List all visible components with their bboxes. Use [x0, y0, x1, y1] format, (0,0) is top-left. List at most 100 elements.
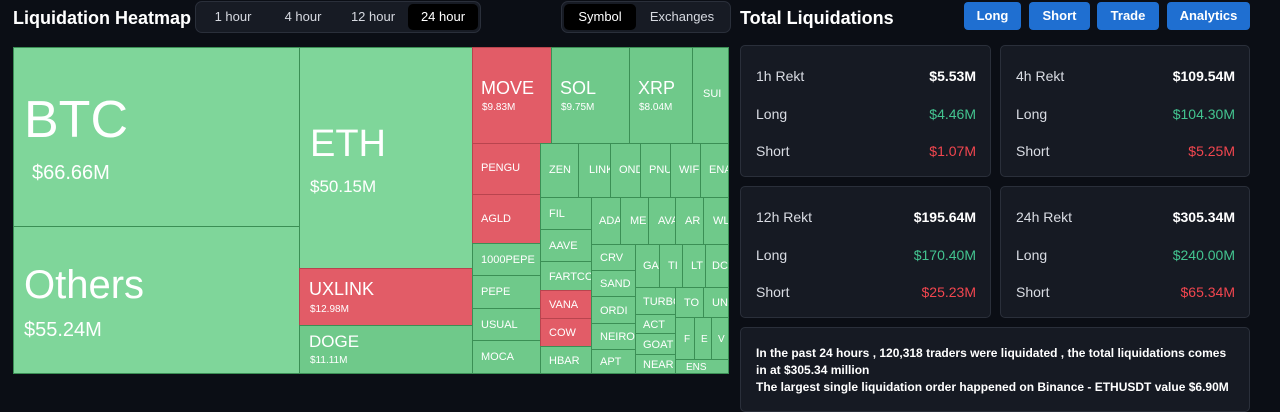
- short-label: Short: [756, 284, 790, 300]
- tile-symbol: AAVE: [549, 240, 578, 252]
- tile-symbol: NEAR: [643, 359, 674, 371]
- card-total-value: $305.34M: [1172, 209, 1235, 225]
- tab-12-hour[interactable]: 12 hour: [350, 9, 396, 24]
- tile-ordi[interactable]: ORDI: [591, 296, 636, 324]
- tile-symbol: PENGU: [481, 162, 521, 174]
- tile-symbol: ACT: [643, 319, 665, 331]
- card-short-row: Short $65.34M: [1016, 284, 1235, 300]
- short-button[interactable]: Short: [1029, 2, 1090, 30]
- tile-ava[interactable]: AVA: [648, 197, 676, 245]
- tile-link[interactable]: LINK: [578, 143, 611, 198]
- tile-ena[interactable]: ENA: [700, 143, 729, 198]
- tile-to[interactable]: TO: [675, 287, 704, 318]
- tile-1000pepe[interactable]: 1000PEPE: [472, 243, 541, 276]
- tile-crv[interactable]: CRV: [591, 244, 636, 271]
- tile-lt[interactable]: LT: [682, 244, 706, 288]
- tile-symbol: V: [718, 334, 725, 345]
- tile-turbo[interactable]: TURBO: [635, 287, 676, 315]
- tile-symbol: GOAT: [643, 339, 674, 351]
- tile-value: $55.24M: [24, 319, 102, 341]
- tile-symbol: E: [701, 334, 708, 345]
- tile-pnu[interactable]: PNU: [640, 143, 671, 198]
- tile-ar[interactable]: AR: [675, 197, 704, 245]
- tile-wif[interactable]: WIF: [670, 143, 701, 198]
- tab-exchanges[interactable]: Exchanges: [649, 9, 715, 24]
- card-total-row: 24h Rekt $305.34M: [1016, 209, 1235, 225]
- tile-apt[interactable]: APT: [591, 349, 636, 374]
- liquidation-heatmap: BTC $66.66M Others $55.24M ETH $50.15M U…: [13, 47, 729, 374]
- tile-agld[interactable]: AGLD: [472, 194, 541, 244]
- card-24h-rekt: 24h Rekt $305.34M Long $240.00M Short $6…: [1000, 186, 1250, 318]
- tile-symbol: BTC: [24, 91, 128, 149]
- summary-line-1: In the past 24 hours , 120,318 traders w…: [756, 346, 1227, 377]
- tile-eth[interactable]: ETH $50.15M: [299, 47, 473, 269]
- tile-near[interactable]: NEAR: [635, 354, 676, 374]
- tile-v[interactable]: V: [711, 317, 729, 360]
- tile-value: $8.04M: [639, 102, 673, 113]
- tile-e[interactable]: E: [694, 317, 712, 360]
- tile-symbol: F: [684, 334, 691, 345]
- tile-pengu[interactable]: PENGU: [472, 143, 541, 195]
- tile-uxlink[interactable]: UXLINK $12.98M: [299, 268, 473, 326]
- tile-neiro[interactable]: NEIRO: [591, 323, 636, 350]
- card-short-row: Short $1.07M: [756, 143, 976, 159]
- tile-symbol: PNU: [649, 164, 671, 176]
- tile-symbol: CRV: [600, 252, 624, 264]
- tile-sand[interactable]: SAND: [591, 270, 636, 297]
- tile-ti[interactable]: TI: [659, 244, 683, 288]
- tile-usual[interactable]: USUAL: [472, 308, 541, 341]
- long-label: Long: [756, 247, 788, 263]
- tile-wl[interactable]: WL: [703, 197, 729, 245]
- tile-f[interactable]: F: [675, 317, 695, 360]
- tile-doge[interactable]: DOGE $11.11M: [299, 325, 473, 374]
- tile-ond[interactable]: OND: [610, 143, 641, 198]
- tab-4-hour[interactable]: 4 hour: [284, 9, 322, 24]
- tile-fartco[interactable]: FARTCO: [540, 261, 592, 291]
- tile-ens[interactable]: ENS: [675, 359, 729, 374]
- trade-button[interactable]: Trade: [1097, 2, 1159, 30]
- tile-symbol: ME: [630, 215, 647, 227]
- tile-sol[interactable]: SOL $9.75M: [551, 47, 630, 144]
- long-button[interactable]: Long: [964, 2, 1021, 30]
- tile-others[interactable]: Others $55.24M: [13, 226, 300, 374]
- tile-hbar[interactable]: HBAR: [540, 346, 592, 374]
- tile-symbol: NEIRO: [600, 331, 635, 343]
- card-long-value: $4.46M: [929, 106, 976, 122]
- tile-me[interactable]: ME: [620, 197, 649, 245]
- tile-symbol: WIF: [679, 164, 700, 176]
- tile-vana[interactable]: VANA: [540, 290, 592, 319]
- tile-sui[interactable]: SUI: [692, 47, 729, 144]
- tab-24-hour[interactable]: 24 hour: [408, 4, 478, 30]
- tile-ga[interactable]: GA: [635, 244, 660, 288]
- tile-btc[interactable]: BTC $66.66M: [13, 47, 300, 227]
- tile-symbol: TO: [684, 297, 700, 309]
- view-selector: Symbol Exchanges: [561, 1, 731, 33]
- card-total-row: 1h Rekt $5.53M: [756, 68, 976, 84]
- card-long-row: Long $240.00M: [1016, 247, 1235, 263]
- tile-moca[interactable]: MOCA: [472, 340, 541, 374]
- tab-symbol[interactable]: Symbol: [564, 4, 636, 30]
- tile-act[interactable]: ACT: [635, 314, 676, 334]
- tile-goat[interactable]: GOAT: [635, 333, 676, 355]
- card-long-value: $240.00M: [1172, 247, 1235, 263]
- tile-aave[interactable]: AAVE: [540, 229, 592, 262]
- tab-1-hour[interactable]: 1 hour: [214, 9, 252, 24]
- card-long-value: $104.30M: [1172, 106, 1235, 122]
- tile-symbol: TI: [668, 260, 678, 272]
- tile-pepe[interactable]: PEPE: [472, 275, 541, 309]
- tile-value: $50.15M: [310, 177, 377, 196]
- tile-cow[interactable]: COW: [540, 318, 592, 347]
- tile-fil[interactable]: FIL: [540, 197, 592, 230]
- tile-un[interactable]: UN: [703, 287, 729, 318]
- tile-zen[interactable]: ZEN: [540, 143, 579, 198]
- tile-symbol: TURBO: [643, 296, 675, 308]
- tile-dc[interactable]: DC: [705, 244, 729, 288]
- tile-symbol: UXLINK: [309, 279, 375, 299]
- tile-symbol: ZEN: [549, 164, 571, 176]
- tile-ada[interactable]: ADA: [591, 197, 621, 245]
- tile-symbol: LINK: [589, 164, 610, 176]
- analytics-button[interactable]: Analytics: [1167, 2, 1250, 30]
- tile-move[interactable]: MOVE $9.83M: [472, 47, 552, 144]
- card-4h-rekt: 4h Rekt $109.54M Long $104.30M Short $5.…: [1000, 45, 1250, 177]
- tile-xrp[interactable]: XRP $8.04M: [629, 47, 693, 144]
